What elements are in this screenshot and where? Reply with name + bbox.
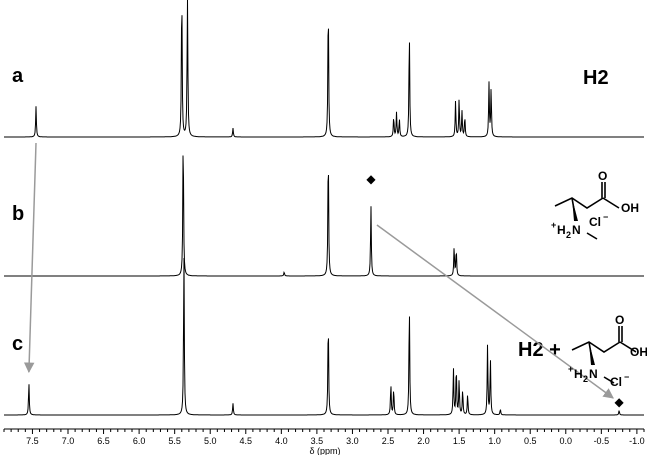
charge-plus: + xyxy=(551,220,556,230)
annotation-h2: H2 xyxy=(583,67,609,89)
alanine-structure-b: O OH + H 2 N Cl − xyxy=(551,169,639,240)
amine-n: N xyxy=(572,223,581,237)
panel-label-a: a xyxy=(12,65,24,87)
chloride-charge: − xyxy=(624,372,629,382)
hydroxyl-oh: OH xyxy=(630,345,647,359)
spectrum-trace-b xyxy=(4,155,644,277)
amine-h-sub: 2 xyxy=(583,374,588,384)
charge-plus: + xyxy=(568,364,573,374)
shift-arrow xyxy=(376,224,614,399)
x-axis-label: δ (ppm) xyxy=(309,446,340,455)
annotation-h2-plus: H2 + xyxy=(518,339,561,361)
wedge-bond xyxy=(589,342,595,365)
carbonyl-o: O xyxy=(598,169,607,183)
x-tick-label: 5.5 xyxy=(168,436,181,446)
x-tick-label: 0.5 xyxy=(524,436,537,446)
amine-h: H xyxy=(557,223,566,237)
n-methyl-bond xyxy=(603,376,615,384)
spectra-group xyxy=(4,0,644,416)
x-tick-label: -0.5 xyxy=(594,436,610,446)
alanine-structure-c: O OH + H 2 N Cl − xyxy=(568,313,647,389)
x-tick-label: 2.5 xyxy=(382,436,395,446)
peak-marker: ◆ xyxy=(366,172,376,186)
x-tick-label: 5.0 xyxy=(204,436,217,446)
x-tick-label: 7.0 xyxy=(62,436,75,446)
shift-arrows xyxy=(23,142,614,399)
structure-bonds xyxy=(571,326,637,366)
n-methyl-bond xyxy=(586,232,598,240)
x-tick-label: 3.0 xyxy=(346,436,359,446)
x-tick-label: 1.0 xyxy=(488,436,501,446)
amine-h-sub: 2 xyxy=(566,230,571,240)
chloride-cl: Cl xyxy=(589,215,601,229)
x-tick-label: 4.5 xyxy=(240,436,253,446)
amine-n: N xyxy=(589,367,598,381)
x-tick-label: 1.5 xyxy=(453,436,466,446)
x-tick-label: 6.0 xyxy=(133,436,146,446)
peak-marker: ◆ xyxy=(614,395,624,409)
x-tick-label: 3.5 xyxy=(311,436,324,446)
x-tick-label: -1.0 xyxy=(629,436,645,446)
panel-label-b: b xyxy=(12,203,24,225)
panel-label-c: c xyxy=(12,333,23,355)
spectrum-trace-c xyxy=(4,257,644,416)
amine-h: H xyxy=(574,367,583,381)
spectrum-trace-a xyxy=(4,0,644,138)
wedge-bond xyxy=(572,198,578,221)
x-tick-label: 2.0 xyxy=(417,436,430,446)
chloride-cl: Cl xyxy=(610,375,622,389)
x-tick-label: 4.0 xyxy=(275,436,288,446)
chloride-charge: − xyxy=(603,212,608,222)
structure-bonds xyxy=(554,182,620,222)
shift-arrow xyxy=(23,142,37,374)
hydroxyl-oh: OH xyxy=(621,201,639,215)
x-axis: 7.5 7.0 6.5 6.0 5.5 5.0 4.5 4.0 3.5 3.0 2.5 2.0 1.5 1… xyxy=(3,428,645,446)
peak-markers: ◆◆ xyxy=(366,172,624,409)
x-tick-label: 6.5 xyxy=(97,436,110,446)
x-tick-label: 0.0 xyxy=(560,436,573,446)
x-tick-label: 7.5 xyxy=(26,436,39,446)
carbonyl-o: O xyxy=(615,313,624,327)
